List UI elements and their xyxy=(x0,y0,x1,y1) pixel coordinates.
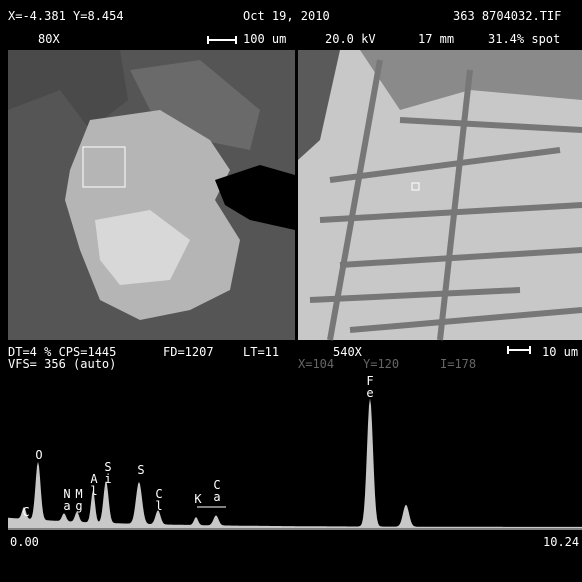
file-name: 363 8704032.TIF xyxy=(453,10,561,22)
working-distance: 17 mm xyxy=(418,33,454,45)
vfs: VFS= 356 (auto) xyxy=(8,358,116,370)
peak-label: O xyxy=(33,448,45,460)
magnification-2: 540X xyxy=(333,346,362,358)
scale-label: 100 um xyxy=(243,33,286,45)
peak-label: Cl xyxy=(153,487,165,511)
spot: 31.4% spot xyxy=(488,33,560,45)
lt: LT=11 xyxy=(243,346,279,358)
peak-label: Fe xyxy=(364,374,376,398)
cursor-x: X=104 xyxy=(298,358,334,370)
peak-label: Si xyxy=(102,460,114,484)
axis-start: 0.00 xyxy=(10,536,39,548)
magnification: 80X xyxy=(38,33,60,45)
peak-label: S xyxy=(135,463,147,475)
cursor-y: Y=120 xyxy=(363,358,399,370)
scale-label-2: 10 um xyxy=(542,346,578,358)
screen: X=-4.381 Y=8.454 Oct 19, 2010 363 870403… xyxy=(0,0,582,582)
voltage: 20.0 kV xyxy=(325,33,376,45)
peak-label: Ca xyxy=(211,478,223,502)
peak-label: K xyxy=(192,492,204,504)
coords: X=-4.381 Y=8.454 xyxy=(8,10,124,22)
scale-bar xyxy=(208,36,236,44)
axis-end: 10.24 xyxy=(543,536,579,548)
peak-label: C xyxy=(20,505,32,517)
intensity: I=178 xyxy=(440,358,476,370)
scale-bar xyxy=(508,346,530,354)
peak-label: Al xyxy=(88,472,100,496)
spectrum xyxy=(8,399,582,529)
peak-label: Mg xyxy=(73,487,85,511)
fd: FD=1207 xyxy=(163,346,214,358)
date: Oct 19, 2010 xyxy=(243,10,330,22)
